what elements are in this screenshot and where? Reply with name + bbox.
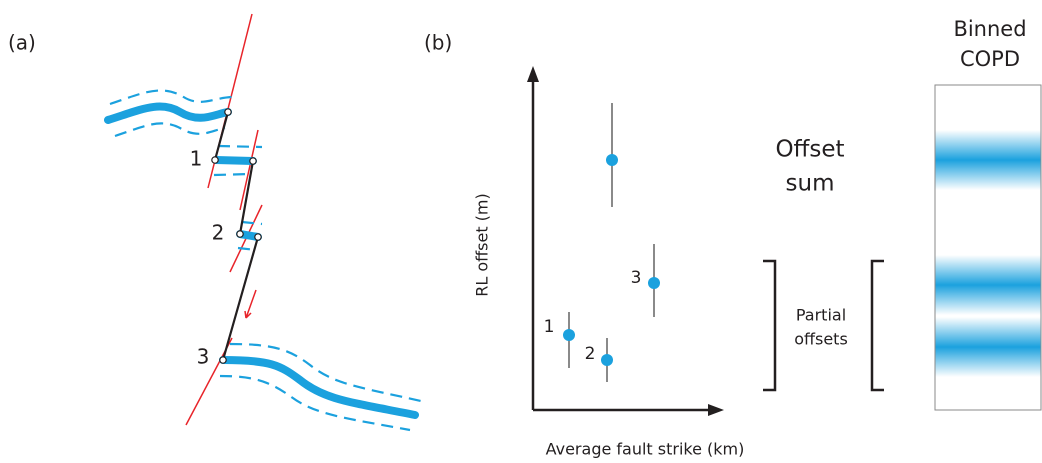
x-axis-label: Average fault strike (km) [546, 440, 745, 459]
panel-b: (b) RL offset (m) Average fault strike (… [424, 17, 1042, 459]
pin [219, 356, 227, 364]
pin [254, 233, 262, 241]
river [219, 356, 419, 419]
axis-arrow [527, 66, 724, 416]
river-edge [237, 220, 263, 252]
fault [244, 289, 257, 319]
offset-label: 1 [190, 147, 203, 171]
point-label: 1 [544, 317, 555, 337]
river-edge [109, 89, 233, 106]
offset-sum: sum [786, 171, 835, 197]
river-edge [213, 144, 263, 177]
point-label: 3 [631, 268, 642, 288]
offset-sum: Offset [775, 137, 844, 163]
point [563, 329, 575, 341]
fault [239, 129, 259, 211]
river-edge [114, 122, 226, 138]
fault-segment [213, 111, 260, 361]
point [648, 277, 660, 289]
river [212, 156, 257, 165]
pin [211, 156, 219, 164]
binned-title: Binned [953, 17, 1026, 41]
offset-label: 3 [197, 345, 210, 369]
copd-band [935, 317, 1041, 377]
river-edge [219, 374, 411, 432]
offset-label: 2 [212, 221, 225, 245]
pin [224, 108, 232, 116]
binned-title: COPD [960, 47, 1020, 71]
partial-offsets: offsets [794, 330, 848, 349]
river-edge [229, 342, 426, 404]
river [104, 102, 232, 124]
copd-band [935, 130, 1041, 190]
point [606, 154, 618, 166]
panel-a: (a) 1 2 3 [8, 13, 426, 432]
pin [249, 157, 257, 165]
point-label: 2 [585, 344, 596, 364]
point [601, 354, 613, 366]
partial-offsets: Partial [796, 306, 846, 325]
panel-label: (a) [8, 31, 36, 55]
y-axis-label: RL offset (m) [473, 193, 492, 297]
copd-band [935, 255, 1041, 315]
panel-label: (b) [424, 31, 452, 55]
bracket [870, 259, 884, 392]
axis [531, 76, 712, 412]
bracket [763, 259, 777, 392]
pin [236, 230, 244, 238]
